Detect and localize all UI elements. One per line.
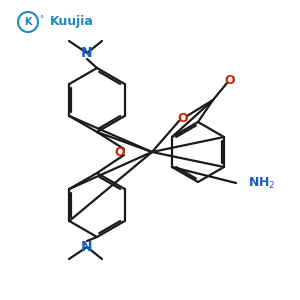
Text: N: N <box>81 46 93 60</box>
Text: O: O <box>225 74 235 86</box>
Text: O: O <box>115 146 125 158</box>
Text: K: K <box>24 17 32 27</box>
Text: O: O <box>178 112 188 124</box>
Text: N: N <box>81 240 93 254</box>
Text: °: ° <box>39 16 43 25</box>
Text: NH$_2$: NH$_2$ <box>248 176 275 190</box>
Text: Kuujia: Kuujia <box>50 16 94 28</box>
